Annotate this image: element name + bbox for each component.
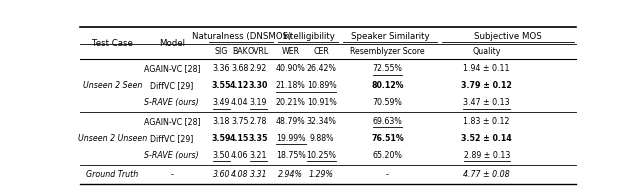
Text: SIG: SIG: [214, 47, 228, 56]
Text: 4.12: 4.12: [230, 81, 250, 90]
Text: 3.47 ± 0.13: 3.47 ± 0.13: [463, 98, 510, 107]
Text: 9.88%: 9.88%: [309, 134, 334, 143]
Text: 20.21%: 20.21%: [276, 98, 306, 107]
Text: BAK: BAK: [232, 47, 248, 56]
Text: 3.49: 3.49: [212, 98, 230, 107]
Text: 2.92: 2.92: [250, 64, 268, 73]
Text: 72.55%: 72.55%: [372, 64, 403, 73]
Text: WER: WER: [282, 47, 300, 56]
Text: Speaker Similarity: Speaker Similarity: [351, 32, 429, 41]
Text: 3.21: 3.21: [250, 151, 268, 160]
Text: 3.36: 3.36: [212, 64, 230, 73]
Text: 19.99%: 19.99%: [276, 134, 305, 143]
Text: 3.55: 3.55: [212, 81, 231, 90]
Text: CER: CER: [314, 47, 330, 56]
Text: 65.20%: 65.20%: [372, 151, 403, 160]
Text: 3.68: 3.68: [231, 64, 248, 73]
Text: 2.89 ± 0.13: 2.89 ± 0.13: [463, 151, 510, 160]
Text: Ground Truth: Ground Truth: [86, 170, 138, 179]
Text: 1.83 ± 0.12: 1.83 ± 0.12: [463, 117, 510, 126]
Text: 10.25%: 10.25%: [307, 151, 337, 160]
Text: 48.79%: 48.79%: [276, 117, 306, 126]
Text: 32.34%: 32.34%: [307, 117, 337, 126]
Text: 3.52 ± 0.14: 3.52 ± 0.14: [461, 134, 512, 143]
Text: 10.91%: 10.91%: [307, 98, 337, 107]
Text: 4.08: 4.08: [231, 170, 248, 179]
Text: 1.29%: 1.29%: [309, 170, 334, 179]
Text: Quality: Quality: [472, 47, 501, 56]
Text: 1.94 ± 0.11: 1.94 ± 0.11: [463, 64, 510, 73]
Text: 4.77 ± 0.08: 4.77 ± 0.08: [463, 170, 510, 179]
Text: 3.30: 3.30: [249, 81, 268, 90]
Text: Intelligibility: Intelligibility: [282, 32, 335, 41]
Text: 70.59%: 70.59%: [372, 98, 403, 107]
Text: S-RAVE (ours): S-RAVE (ours): [145, 151, 199, 160]
Text: 3.75: 3.75: [231, 117, 248, 126]
Text: Unseen 2 Unseen: Unseen 2 Unseen: [77, 134, 147, 143]
Text: 80.12%: 80.12%: [371, 81, 404, 90]
Text: 4.06: 4.06: [231, 151, 248, 160]
Text: 21.18%: 21.18%: [276, 81, 306, 90]
Text: 10.89%: 10.89%: [307, 81, 337, 90]
Text: 2.78: 2.78: [250, 117, 268, 126]
Text: S-RAVE (ours): S-RAVE (ours): [145, 98, 199, 107]
Text: 40.90%: 40.90%: [276, 64, 306, 73]
Text: Test Case: Test Case: [92, 39, 132, 48]
Text: OVRL: OVRL: [248, 47, 269, 56]
Text: 76.51%: 76.51%: [371, 134, 404, 143]
Text: 3.18: 3.18: [212, 117, 230, 126]
Text: 3.35: 3.35: [249, 134, 268, 143]
Text: 18.75%: 18.75%: [276, 151, 306, 160]
Text: -: -: [170, 170, 173, 179]
Text: -: -: [386, 170, 389, 179]
Text: 4.15: 4.15: [230, 134, 250, 143]
Text: AGAIN-VC [28]: AGAIN-VC [28]: [143, 64, 200, 73]
Text: 2.94%: 2.94%: [278, 170, 303, 179]
Text: Model: Model: [159, 39, 185, 48]
Text: Unseen 2 Seen: Unseen 2 Seen: [83, 81, 142, 90]
Text: 3.60: 3.60: [212, 170, 230, 179]
Text: 3.79 ± 0.12: 3.79 ± 0.12: [461, 81, 512, 90]
Text: Naturalness (DNSMOS): Naturalness (DNSMOS): [191, 32, 291, 41]
Text: 4.04: 4.04: [231, 98, 248, 107]
Text: Resemblyzer Score: Resemblyzer Score: [350, 47, 425, 56]
Text: Subjective MOS: Subjective MOS: [474, 32, 541, 41]
Text: 69.63%: 69.63%: [372, 117, 403, 126]
Text: 3.50: 3.50: [212, 151, 230, 160]
Text: 3.59: 3.59: [212, 134, 231, 143]
Text: 26.42%: 26.42%: [307, 64, 337, 73]
Text: 3.19: 3.19: [250, 98, 268, 107]
Text: DiffVC [29]: DiffVC [29]: [150, 134, 193, 143]
Text: AGAIN-VC [28]: AGAIN-VC [28]: [143, 117, 200, 126]
Text: 3.31: 3.31: [250, 170, 268, 179]
Text: DiffVC [29]: DiffVC [29]: [150, 81, 193, 90]
